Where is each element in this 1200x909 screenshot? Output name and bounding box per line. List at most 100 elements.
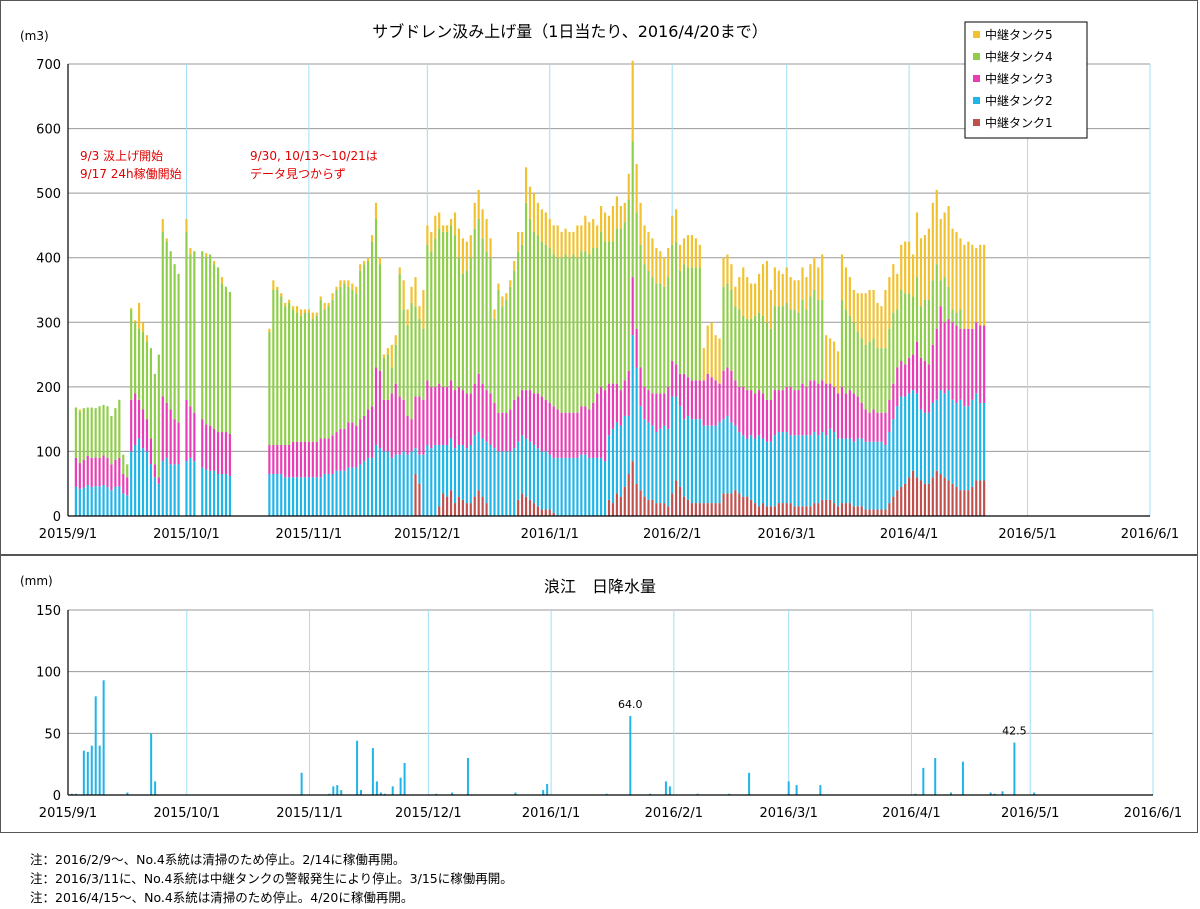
bar-segment-tank4 bbox=[331, 299, 334, 436]
bar-segment-tank4 bbox=[943, 277, 946, 323]
bar-segment-tank3 bbox=[216, 432, 220, 475]
bar-segment-tank4 bbox=[927, 299, 930, 365]
bar-segment-tank4 bbox=[667, 277, 670, 387]
bar-segment-tank3 bbox=[347, 422, 350, 468]
bar-segment-tank4 bbox=[588, 254, 591, 410]
bar-segment-tank2 bbox=[378, 448, 382, 516]
bar-segment-tank3 bbox=[678, 373, 682, 407]
bar-segment-tank3 bbox=[386, 399, 389, 452]
bar-segment-tank2 bbox=[943, 393, 946, 478]
x-tick-label: 2016/6/1 bbox=[1124, 806, 1182, 821]
bar-segment-tank2 bbox=[710, 425, 713, 504]
bar-segment-tank5 bbox=[276, 286, 279, 290]
bar-segment-tank2 bbox=[793, 435, 796, 507]
bar-segment-tank2 bbox=[177, 464, 180, 516]
legend-label-tank1: 中継タンク1 bbox=[985, 115, 1053, 130]
bar-segment-tank1 bbox=[414, 474, 417, 516]
bar-segment-tank1 bbox=[702, 503, 705, 516]
bar-segment-tank2 bbox=[690, 419, 694, 504]
bar-segment-tank3 bbox=[118, 457, 121, 487]
bar-segment-tank3 bbox=[102, 455, 105, 486]
bar-segment-tank1 bbox=[880, 509, 883, 516]
rainfall-bar bbox=[1033, 792, 1036, 795]
y-tick-label: 300 bbox=[36, 316, 61, 331]
bar-segment-tank4 bbox=[915, 277, 919, 342]
bar-segment-tank4 bbox=[114, 408, 117, 460]
bar-segment-tank1 bbox=[892, 496, 895, 516]
bar-segment-tank4 bbox=[801, 299, 804, 384]
bar-segment-tank5 bbox=[714, 335, 717, 381]
bar-segment-tank2 bbox=[651, 425, 654, 500]
bar-segment-tank1 bbox=[746, 496, 749, 516]
bar-segment-tank1 bbox=[521, 493, 524, 516]
bar-segment-tank2 bbox=[896, 406, 899, 491]
bar-segment-tank1 bbox=[734, 490, 737, 516]
legend-swatch-tank3 bbox=[973, 75, 980, 82]
bar-segment-tank3 bbox=[130, 399, 133, 452]
bar-segment-tank5 bbox=[453, 212, 457, 236]
bar-segment-tank1 bbox=[682, 496, 686, 516]
bar-segment-tank4 bbox=[777, 306, 780, 391]
bar-segment-tank3 bbox=[686, 377, 690, 416]
bar-segment-tank3 bbox=[185, 399, 188, 462]
bar-segment-tank2 bbox=[750, 435, 753, 500]
bar-segment-tank4 bbox=[896, 309, 899, 368]
bar-segment-tank3 bbox=[623, 380, 626, 416]
bar-segment-tank2 bbox=[730, 422, 733, 494]
rainfall-bar bbox=[514, 792, 517, 795]
bar-segment-tank3 bbox=[485, 390, 488, 442]
bar-segment-tank3 bbox=[659, 393, 662, 429]
bar-segment-tank3 bbox=[564, 412, 567, 458]
bar-segment-tank4 bbox=[750, 319, 753, 391]
rainfall-gridlines bbox=[67, 609, 1154, 796]
bar-segment-tank4 bbox=[359, 270, 362, 420]
bar-segment-tank1 bbox=[971, 486, 974, 516]
y-tick-label: 0 bbox=[53, 510, 61, 525]
bar-segment-tank2 bbox=[114, 486, 117, 516]
bar-segment-tank1 bbox=[856, 506, 859, 516]
bar-segment-tank3 bbox=[742, 386, 745, 436]
bar-segment-tank2 bbox=[426, 444, 429, 516]
bar-segment-tank4 bbox=[216, 267, 220, 433]
bar-segment-tank3 bbox=[560, 412, 563, 458]
bar-segment-tank4 bbox=[461, 273, 464, 391]
bar-segment-tank1 bbox=[536, 506, 540, 516]
bar-segment-tank5 bbox=[544, 212, 547, 245]
bar-segment-tank2 bbox=[288, 477, 291, 516]
bar-segment-tank4 bbox=[923, 299, 926, 362]
bar-segment-tank5 bbox=[900, 244, 903, 290]
rainfall-bar bbox=[664, 781, 667, 795]
bar-segment-tank4 bbox=[122, 454, 125, 475]
bar-segment-tank5 bbox=[702, 348, 705, 381]
bar-segment-tank2 bbox=[675, 396, 678, 481]
bar-segment-tank4 bbox=[292, 309, 295, 442]
bar-segment-tank1 bbox=[765, 506, 769, 516]
bar-segment-tank5 bbox=[596, 225, 599, 249]
bar-segment-tank3 bbox=[382, 399, 385, 452]
bar-segment-tank4 bbox=[268, 331, 271, 445]
bar-segment-tank5 bbox=[663, 257, 666, 287]
bar-segment-tank2 bbox=[137, 438, 141, 516]
bar-segment-tank4 bbox=[481, 238, 484, 384]
pumping-bars bbox=[74, 60, 986, 516]
bar-segment-tank2 bbox=[844, 438, 848, 504]
bar-segment-tank3 bbox=[430, 386, 433, 449]
bar-segment-tank3 bbox=[615, 383, 618, 423]
rainfall-bar bbox=[961, 761, 964, 795]
rainfall-bar bbox=[94, 696, 97, 795]
bar-segment-tank4 bbox=[438, 228, 441, 384]
bar-segment-tank3 bbox=[805, 386, 808, 436]
bar-segment-tank3 bbox=[449, 380, 453, 439]
bar-segment-tank4 bbox=[524, 202, 528, 391]
bar-segment-tank2 bbox=[840, 438, 844, 504]
bar-segment-tank3 bbox=[359, 419, 362, 465]
bar-segment-tank2 bbox=[643, 419, 646, 497]
bar-segment-tank2 bbox=[623, 415, 626, 487]
bar-segment-tank5 bbox=[844, 267, 848, 310]
bar-segment-tank4 bbox=[173, 264, 176, 420]
rainfall-bar bbox=[466, 758, 469, 795]
bar-segment-tank2 bbox=[663, 425, 666, 504]
bar-segment-tank4 bbox=[536, 235, 540, 394]
bar-segment-tank5 bbox=[402, 280, 405, 310]
bar-segment-tank5 bbox=[434, 215, 437, 239]
